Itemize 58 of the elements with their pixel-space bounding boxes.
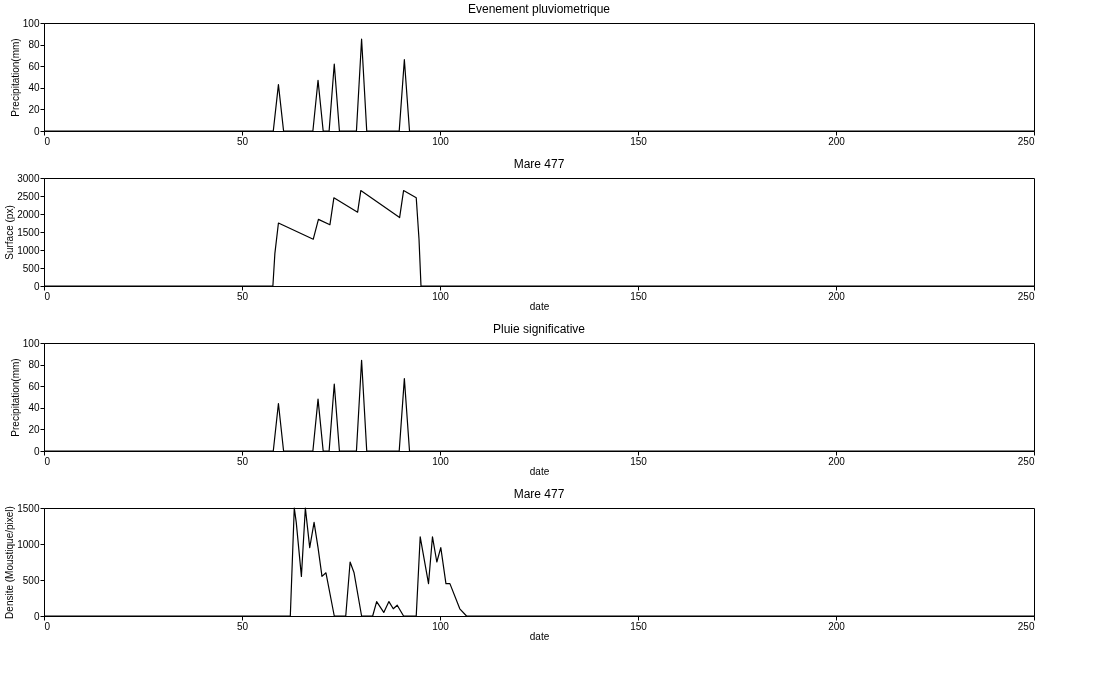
y-tick-label: 2000 — [17, 208, 40, 220]
y-tick-label: 100 — [22, 337, 40, 349]
y-tick-label: 100 — [22, 17, 40, 29]
y-tick-label: 0 — [33, 445, 40, 457]
x-tick-label: 100 — [432, 135, 450, 147]
y-tick-label: 40 — [28, 82, 40, 94]
x-tick-label: 0 — [44, 135, 51, 147]
x-tick-label: 250 — [1017, 620, 1035, 632]
x-tick-label: 250 — [1017, 290, 1035, 302]
x-tick-label: 50 — [236, 455, 249, 467]
x-axis-title: date — [529, 465, 550, 477]
y-axis-title: Precipitation(mm) — [9, 38, 21, 117]
x-tick-label: 200 — [828, 135, 846, 147]
y-tick-label: 2500 — [17, 190, 40, 202]
x-tick-label: 100 — [432, 290, 450, 302]
y-axis-title: Densite (Moustique/pixel) — [4, 506, 16, 619]
y-tick-label: 60 — [28, 380, 40, 392]
y-tick-label: 0 — [33, 280, 40, 292]
y-tick-label: 80 — [28, 39, 40, 51]
y-tick-label: 500 — [22, 574, 40, 586]
x-tick-label: 200 — [828, 620, 846, 632]
x-tick-label: 150 — [630, 290, 648, 302]
y-tick-label: 40 — [28, 402, 40, 414]
y-tick-label: 1500 — [17, 502, 40, 514]
y-tick-label: 80 — [28, 359, 40, 371]
chart-title: Pluie significative — [492, 322, 586, 336]
y-tick-label: 1500 — [17, 226, 40, 238]
y-tick-label: 1000 — [17, 538, 40, 550]
y-tick-label: 60 — [28, 60, 40, 72]
y-axis-title: Surface (px) — [4, 205, 16, 260]
x-tick-label: 150 — [630, 620, 648, 632]
x-axis-title: date — [529, 300, 550, 312]
x-tick-label: 150 — [630, 135, 648, 147]
x-tick-label: 200 — [828, 455, 846, 467]
x-tick-label: 100 — [432, 620, 450, 632]
y-axis-title: Precipitation(mm) — [9, 358, 21, 437]
y-tick-label: 1000 — [17, 244, 40, 256]
x-tick-label: 150 — [630, 455, 648, 467]
chart-title: Evenement pluviometrique — [467, 2, 611, 16]
x-tick-label: 250 — [1017, 455, 1035, 467]
y-tick-label: 20 — [28, 423, 40, 435]
x-tick-label: 200 — [828, 290, 846, 302]
y-tick-label: 20 — [28, 103, 40, 115]
x-axis-title: date — [529, 630, 550, 642]
x-tick-label: 50 — [236, 290, 249, 302]
x-tick-label: 100 — [432, 455, 450, 467]
x-tick-label: 0 — [44, 455, 51, 467]
y-tick-label: 0 — [33, 125, 40, 137]
x-tick-label: 250 — [1017, 135, 1035, 147]
x-tick-label: 50 — [236, 135, 249, 147]
y-tick-label: 500 — [22, 262, 40, 274]
x-tick-label: 0 — [44, 620, 51, 632]
chart-title: Mare 477 — [513, 157, 565, 171]
y-tick-label: 3000 — [17, 172, 40, 184]
y-tick-label: 0 — [33, 610, 40, 622]
chart-title: Mare 477 — [513, 487, 565, 501]
x-tick-label: 50 — [236, 620, 249, 632]
x-tick-label: 0 — [44, 290, 51, 302]
